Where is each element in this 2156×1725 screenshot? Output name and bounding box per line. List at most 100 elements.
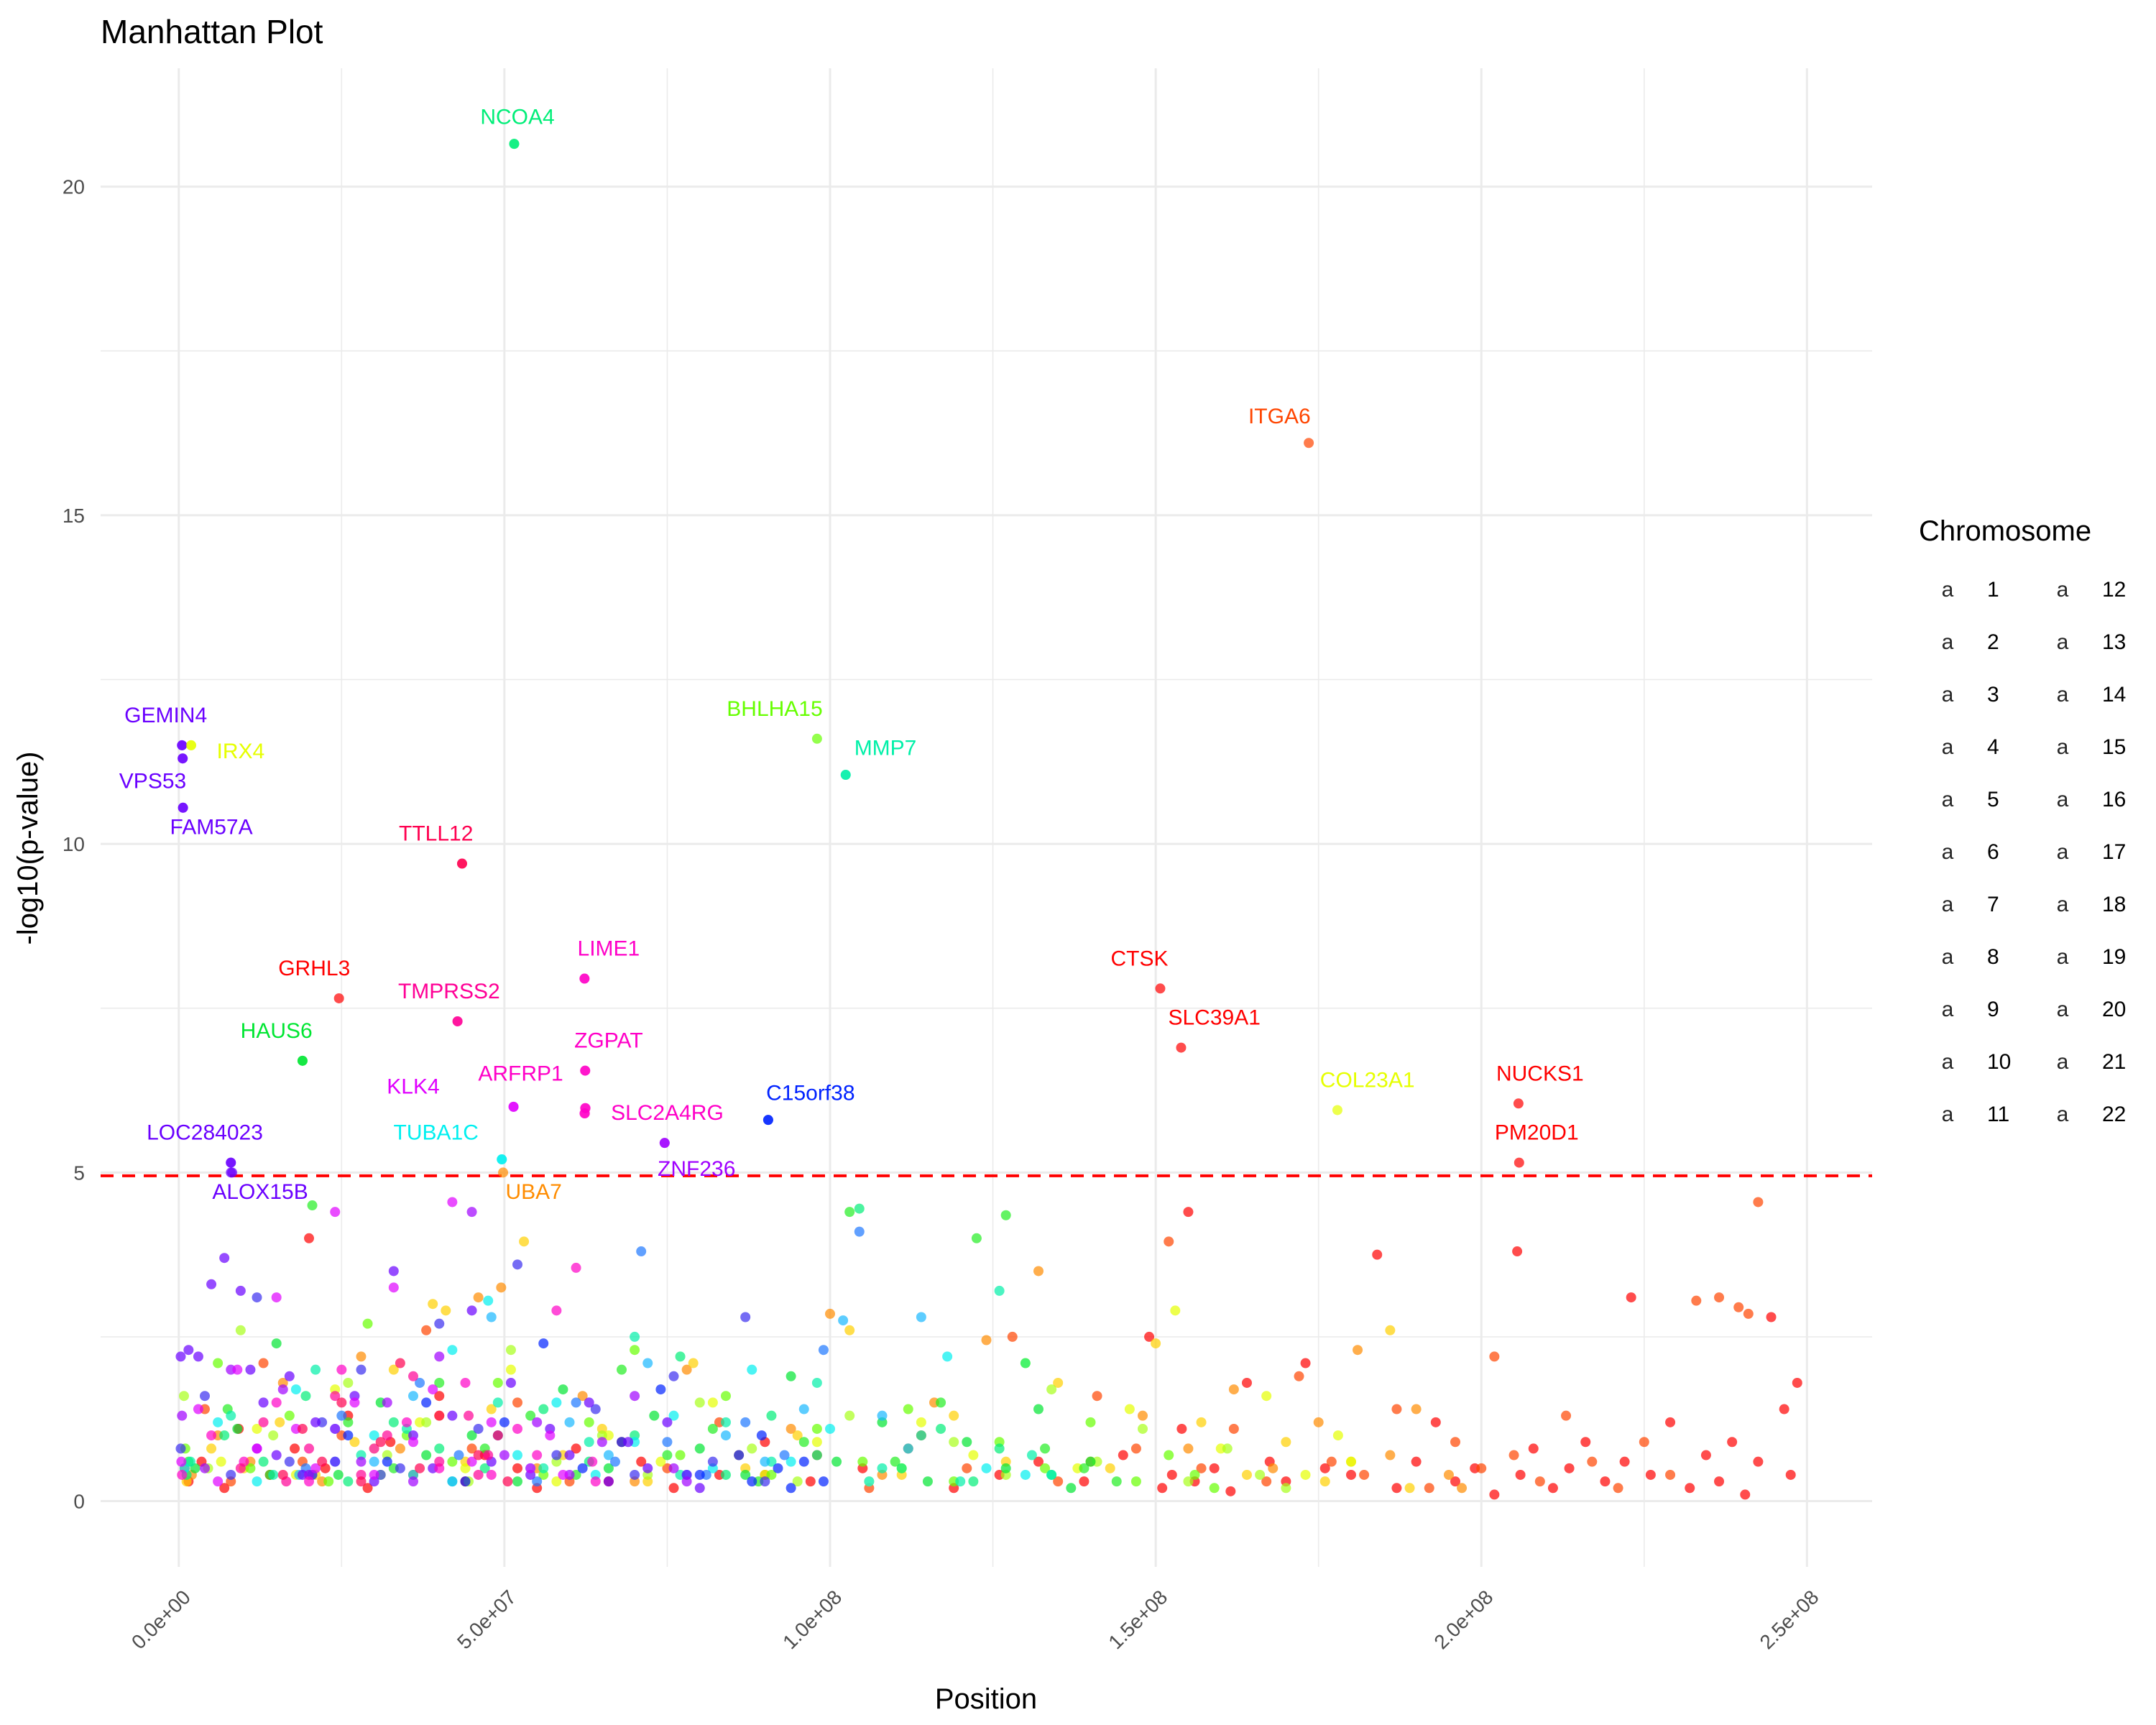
legend-key-glyph: a [1942, 735, 1954, 759]
gene-label-ncoa4: NCOA4 [480, 106, 554, 129]
point-chr4 [688, 1358, 699, 1368]
legend-label-chr11: 11 [1987, 1103, 2009, 1126]
point-chr12 [981, 1463, 992, 1473]
point-chr19 [176, 1456, 187, 1467]
point-chr7 [584, 1417, 594, 1427]
legend-key-glyph: a [1942, 788, 1954, 811]
y-tick-label: 5 [73, 1162, 85, 1184]
point-chr13 [408, 1391, 418, 1402]
point-chr19 [428, 1384, 438, 1395]
y-tick-label: 10 [63, 833, 85, 855]
point-chr14 [415, 1377, 425, 1388]
point-chr10 [343, 1476, 354, 1487]
point-tmprss2 [452, 1016, 463, 1026]
point-irx4 [185, 740, 196, 750]
point-ctsk [1155, 983, 1166, 994]
legend-label-chr14: 14 [2102, 683, 2126, 707]
point-chr14 [532, 1476, 543, 1487]
point-chr20 [271, 1397, 282, 1408]
point-chr11 [877, 1463, 888, 1473]
gene-label-irx4: IRX4 [216, 740, 264, 763]
point-chr3 [1228, 1384, 1239, 1395]
point-chr6 [1046, 1384, 1057, 1395]
point-chr12 [668, 1410, 679, 1421]
point-chr1 [1714, 1476, 1725, 1487]
point-ncoa4 [509, 139, 520, 150]
legend-key-glyph: a [2057, 735, 2069, 759]
point-chr16 [434, 1318, 445, 1329]
point-chr6 [694, 1397, 705, 1408]
point-chr9 [232, 1423, 243, 1434]
point-chr7 [675, 1450, 686, 1460]
point-chr4 [441, 1305, 451, 1316]
point-chr10 [479, 1463, 490, 1473]
point-chr17 [258, 1397, 269, 1408]
gene-label-zgpat: ZGPAT [574, 1029, 643, 1053]
point-chr4 [388, 1364, 399, 1375]
point-chr22 [434, 1410, 445, 1421]
point-chr2 [1007, 1331, 1018, 1342]
point-chr14 [662, 1437, 673, 1448]
point-chr12 [483, 1295, 494, 1306]
point-chr14 [609, 1456, 620, 1467]
point-chr1 [1753, 1456, 1764, 1467]
point-chr10 [675, 1351, 686, 1362]
point-chr1 [1619, 1456, 1630, 1467]
x-axis-title: Position [935, 1683, 1037, 1715]
legend-label-chr18: 18 [2102, 893, 2126, 916]
point-chr2 [1092, 1391, 1102, 1402]
point-chr11 [492, 1397, 503, 1408]
point-chr17 [193, 1351, 203, 1362]
point-chr11 [994, 1285, 1005, 1296]
legend-label-chr12: 12 [2102, 578, 2126, 602]
point-chr2 [1534, 1476, 1545, 1487]
point-chr5 [707, 1397, 718, 1408]
point-chr14 [336, 1410, 347, 1421]
point-chr12 [369, 1430, 379, 1441]
gene-label-grhl3: GRHL3 [278, 957, 350, 980]
point-chr1 [362, 1483, 373, 1494]
point-chr12 [447, 1345, 458, 1356]
point-chr1 [512, 1463, 522, 1473]
point-chr10 [434, 1443, 445, 1454]
point-nucks1 [1513, 1098, 1524, 1109]
point-chr17 [505, 1377, 516, 1388]
point-chr5 [968, 1450, 979, 1460]
point-chr10 [388, 1417, 399, 1427]
point-chr9 [962, 1437, 972, 1448]
point-chr8 [1040, 1443, 1051, 1454]
data-points [175, 139, 1802, 1500]
point-chr7 [1130, 1476, 1141, 1487]
point-vps53 [178, 753, 188, 764]
point-chr12 [825, 1423, 835, 1434]
point-chr16 [226, 1469, 236, 1480]
point-chr17 [642, 1463, 653, 1473]
point-chr6 [1281, 1483, 1291, 1494]
point-chr16 [473, 1423, 484, 1434]
point-chr5 [551, 1476, 562, 1487]
y-tick-label: 20 [63, 176, 85, 198]
point-chr18 [382, 1397, 392, 1408]
point-chr2 [421, 1325, 432, 1335]
point-chr4 [1319, 1476, 1330, 1487]
point-chr21 [434, 1456, 445, 1467]
point-chr8 [1111, 1476, 1122, 1487]
point-chr5 [505, 1364, 516, 1375]
point-chr5 [655, 1456, 666, 1467]
legend-key-glyph: a [2057, 788, 2069, 811]
point-chr15 [343, 1430, 354, 1441]
point-chr11 [811, 1377, 822, 1388]
point-chr9 [421, 1450, 432, 1460]
point-chr16 [200, 1391, 210, 1402]
point-chr10 [854, 1203, 865, 1214]
legend-label-chr19: 19 [2102, 945, 2126, 969]
point-chr10 [538, 1404, 549, 1414]
point-chr3 [1138, 1410, 1148, 1421]
legend-title: Chromosome [1919, 515, 2091, 547]
point-chr8 [617, 1364, 627, 1375]
point-chr7 [1085, 1417, 1096, 1427]
point-chr2 [1359, 1469, 1370, 1480]
point-chr6 [747, 1443, 757, 1454]
point-chr17 [466, 1305, 477, 1316]
point-chr1 [1391, 1483, 1402, 1494]
